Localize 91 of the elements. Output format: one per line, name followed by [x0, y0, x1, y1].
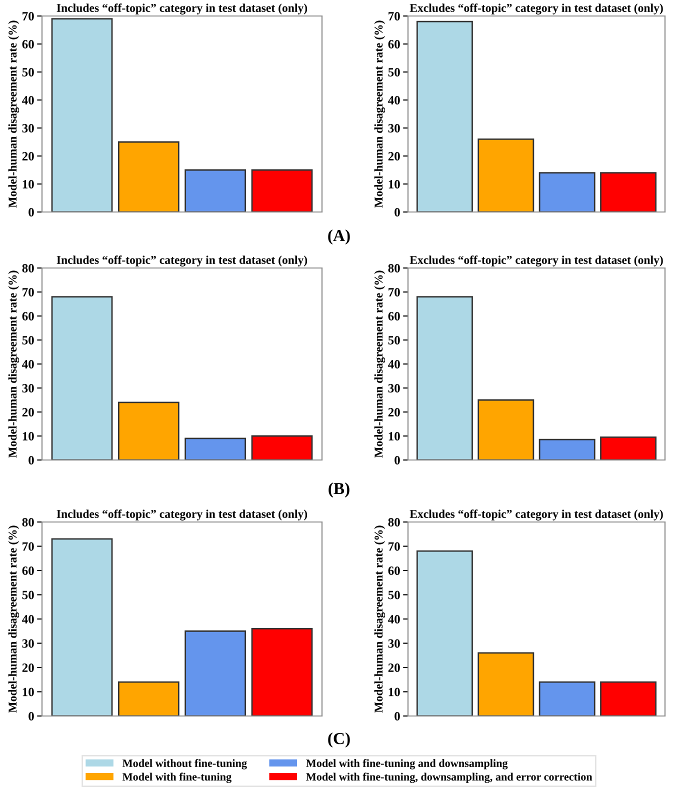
chart-title: Excludes “off-topic” category in test dataset (only)	[410, 256, 663, 266]
y-tick-label: 30	[388, 639, 400, 648]
text: (A)	[328, 229, 350, 245]
y-tick-label: 60	[388, 40, 400, 48]
chart-title: Excludes “off-topic” category in test dataset (only)	[410, 510, 663, 520]
y-tick-label: 80	[22, 518, 34, 526]
y-tick-label: 10	[22, 432, 34, 440]
bar	[600, 436, 657, 460]
y-tick-label: 80	[22, 264, 34, 272]
chart-title: Includes “off-topic” category in test dataset (only)	[56, 510, 308, 520]
y-tick-label: 10	[388, 432, 400, 440]
y-tick-label: 60	[22, 40, 34, 48]
chart-title: Includes “off-topic” category in test dataset (only)	[56, 256, 308, 266]
y-tick-label: 70	[388, 542, 400, 551]
bar	[416, 296, 473, 460]
bar	[416, 20, 473, 212]
y-axis-title: Model-human disagreement rate (%)	[374, 20, 386, 208]
text: (C)	[328, 732, 350, 748]
y-axis-title: Model-human disagreement rate (%)	[8, 270, 20, 458]
bar	[251, 628, 313, 716]
bar	[51, 18, 113, 212]
y-tick-label: 80	[388, 518, 400, 526]
bar	[251, 169, 313, 212]
bar	[51, 296, 113, 460]
y-tick-label: 70	[22, 12, 34, 20]
chart-title: Excludes “off-topic” category in test dataset (only)	[410, 4, 663, 14]
y-tick-label: 40	[388, 360, 400, 368]
y-tick-label: 10	[388, 688, 400, 696]
y-tick-label: 40	[388, 96, 400, 104]
legend-label: Model without fine-tuning	[122, 759, 247, 770]
bar	[184, 169, 246, 212]
y-tick-label: 60	[22, 312, 34, 320]
y-tick-label: 50	[388, 68, 400, 76]
y-tick-label: 30	[22, 639, 34, 648]
y-tick-label: 40	[22, 615, 34, 624]
y-tick-label: 80	[388, 264, 400, 272]
y-tick-label: 10	[22, 180, 34, 188]
y-tick-label: 60	[388, 566, 400, 575]
bar	[118, 141, 180, 212]
y-tick-label: 10	[22, 688, 34, 696]
y-tick-label: 20	[22, 664, 34, 672]
y-tick-label: 30	[22, 384, 34, 392]
y-tick-label: 0	[28, 456, 34, 464]
y-tick-label: 40	[22, 96, 34, 104]
bar	[251, 435, 313, 460]
y-tick-label: 50	[22, 336, 34, 344]
y-tick-label: 0	[394, 712, 400, 720]
y-tick-label: 70	[388, 288, 400, 296]
y-tick-label: 20	[388, 664, 400, 672]
y-axis-title: Model-human disagreement rate (%)	[8, 20, 20, 208]
bar	[51, 538, 113, 716]
bar	[118, 681, 180, 716]
y-tick-label: 40	[388, 615, 400, 624]
y-tick-label: 60	[22, 566, 34, 575]
text: (B)	[328, 482, 350, 498]
legend-label: Model with fine-tuning, downsampling, and error correction	[306, 772, 592, 783]
y-tick-label: 70	[388, 12, 400, 20]
bar	[118, 402, 180, 460]
y-axis-title: Model-human disagreement rate (%)	[374, 526, 386, 713]
bar	[478, 399, 534, 460]
y-tick-label: 20	[388, 152, 400, 160]
y-tick-label: 50	[22, 68, 34, 76]
y-tick-label: 50	[22, 590, 34, 600]
y-tick-label: 30	[22, 124, 34, 132]
y-tick-label: 20	[22, 152, 34, 160]
y-tick-label: 70	[22, 288, 34, 296]
legend-label: Model with fine-tuning and downsampling	[306, 759, 508, 770]
chart-title: Includes “off-topic” category in test dataset (only)	[56, 4, 308, 14]
y-tick-label: 70	[22, 542, 34, 551]
bar	[184, 630, 246, 716]
y-tick-label: 40	[22, 360, 34, 368]
y-tick-label: 0	[28, 208, 34, 216]
y-tick-label: 60	[388, 312, 400, 320]
bar	[538, 172, 596, 212]
bar	[538, 438, 596, 460]
y-tick-label: 0	[394, 208, 400, 216]
y-axis-title: Model-human disagreement rate (%)	[8, 526, 20, 713]
bar	[184, 438, 246, 460]
y-axis-title: Model-human disagreement rate (%)	[374, 270, 386, 458]
y-tick-label: 30	[388, 124, 400, 132]
y-tick-label: 50	[388, 590, 400, 600]
bar	[600, 172, 657, 212]
legend-label: Model with fine-tuning	[122, 772, 232, 783]
y-tick-label: 30	[388, 384, 400, 392]
y-tick-label: 0	[28, 712, 34, 720]
bar	[478, 138, 534, 212]
y-tick-label: 20	[388, 408, 400, 416]
y-tick-label: 10	[388, 180, 400, 188]
y-tick-label: 50	[388, 336, 400, 344]
y-tick-label: 0	[394, 456, 400, 464]
y-tick-label: 20	[22, 408, 34, 416]
